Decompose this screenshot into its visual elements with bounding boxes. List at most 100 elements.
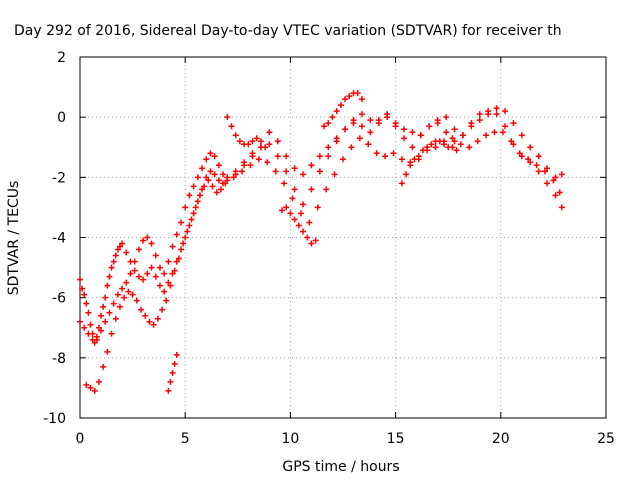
data-point: [133, 297, 140, 304]
data-point: [283, 153, 290, 160]
data-point: [138, 306, 145, 313]
data-point: [110, 258, 117, 265]
data-point: [550, 177, 557, 184]
data-point: [123, 279, 130, 286]
data-point: [81, 291, 88, 298]
data-point: [278, 207, 285, 214]
data-point: [205, 177, 212, 184]
y-tick-label: -8: [52, 351, 66, 367]
data-point: [518, 132, 525, 139]
data-point: [390, 150, 397, 157]
data-point: [167, 378, 174, 385]
data-point: [451, 138, 458, 145]
data-point: [180, 240, 187, 247]
x-tick-label: 20: [492, 431, 510, 447]
x-axis-label: GPS time / hours: [282, 459, 399, 475]
data-point: [203, 156, 210, 163]
data-point: [283, 204, 290, 211]
data-point: [308, 240, 315, 247]
data-point: [300, 228, 307, 235]
data-point: [114, 246, 121, 253]
data-point: [449, 135, 456, 142]
data-point: [510, 120, 517, 127]
data-point: [295, 222, 302, 229]
data-point: [392, 120, 399, 127]
data-point: [91, 339, 98, 346]
data-series: [224, 114, 269, 151]
data-point: [165, 387, 172, 394]
x-tick-label: 25: [597, 431, 615, 447]
data-point: [112, 252, 119, 259]
data-point: [106, 273, 113, 280]
data-point: [558, 204, 565, 211]
data-point: [95, 378, 102, 385]
data-point: [203, 174, 210, 181]
data-point: [535, 168, 542, 175]
x-tick-label: 15: [387, 431, 405, 447]
data-point: [358, 111, 365, 118]
data-point: [104, 282, 111, 289]
data-point: [144, 270, 151, 277]
data-point: [98, 327, 105, 334]
data-point: [342, 96, 349, 103]
data-point: [192, 204, 199, 211]
data-series: [398, 138, 460, 187]
data-point: [245, 141, 252, 148]
data-point: [401, 135, 408, 142]
data-point: [177, 246, 184, 253]
data-point: [135, 273, 142, 280]
data-point: [308, 186, 315, 193]
data-point: [91, 387, 98, 394]
data-point: [409, 129, 416, 136]
data-point: [499, 129, 506, 136]
data-point: [300, 201, 307, 208]
data-point: [453, 147, 460, 154]
data-point: [525, 156, 532, 163]
data-point: [306, 219, 313, 226]
data-point: [367, 129, 374, 136]
data-point: [196, 192, 203, 199]
data-point: [544, 165, 551, 172]
data-point: [207, 168, 214, 175]
data-point: [281, 180, 288, 187]
data-point: [304, 234, 311, 241]
data-point: [300, 171, 307, 178]
data-point: [129, 291, 136, 298]
data-point: [104, 348, 111, 355]
data-point: [152, 273, 159, 280]
data-point: [114, 291, 121, 298]
data-point: [85, 330, 92, 337]
data-point: [119, 240, 126, 247]
data-point: [552, 174, 559, 181]
data-point: [409, 144, 416, 151]
data-point: [266, 141, 273, 148]
data-point: [314, 204, 321, 211]
data-point: [476, 111, 483, 118]
data-point: [220, 171, 227, 178]
data-point: [207, 150, 214, 157]
data-point: [169, 369, 176, 376]
data-point: [558, 171, 565, 178]
y-tick-label: 2: [57, 50, 66, 66]
data-point: [110, 300, 117, 307]
data-point: [156, 264, 163, 271]
data-series: [83, 129, 563, 394]
data-point: [342, 126, 349, 133]
x-tick-label: 0: [76, 431, 85, 447]
data-point: [457, 141, 464, 148]
data-point: [87, 321, 94, 328]
data-point: [112, 315, 119, 322]
data-point: [337, 102, 344, 109]
data-series: [77, 105, 565, 343]
data-point: [87, 384, 94, 391]
data-point: [419, 147, 426, 154]
data-point: [211, 171, 218, 178]
data-point: [468, 123, 475, 130]
data-point: [451, 126, 458, 133]
data-point: [417, 132, 424, 139]
data-point: [527, 159, 534, 166]
data-point: [165, 258, 172, 265]
data-point: [230, 174, 237, 181]
data-point: [98, 312, 105, 319]
